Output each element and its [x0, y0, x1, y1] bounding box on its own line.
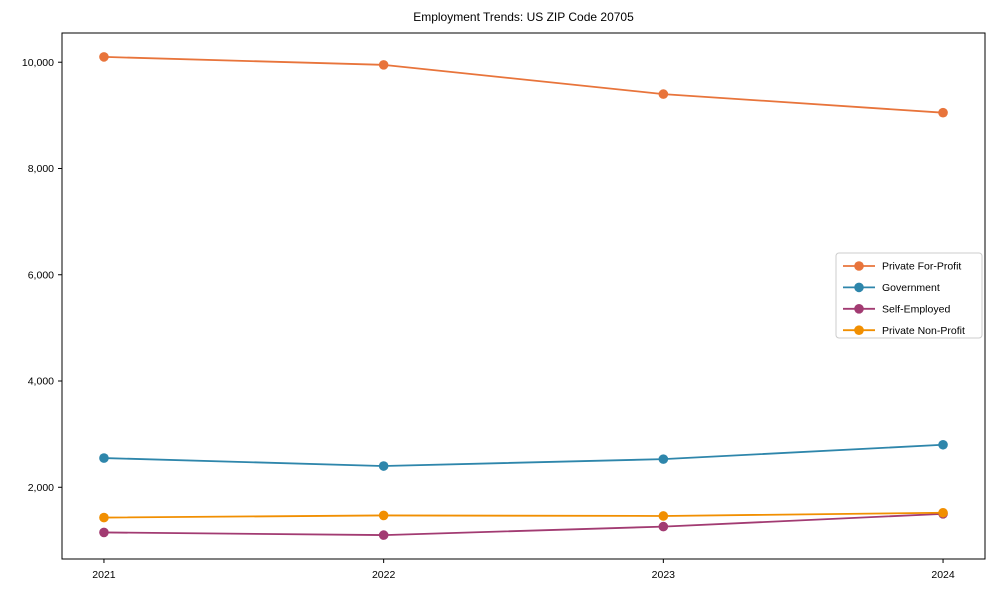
legend-marker	[854, 325, 864, 336]
data-point-self-employed	[99, 527, 109, 538]
x-tick-label: 2021	[92, 569, 116, 581]
legend-marker	[854, 282, 864, 293]
data-point-private-for-profit	[938, 107, 948, 118]
y-tick-label: 4,000	[28, 376, 54, 388]
legend-box	[835, 252, 983, 339]
legend-label: Self-Employed	[882, 304, 950, 316]
legend-label: Private For-Profit	[882, 261, 961, 273]
y-tick-label: 6,000	[28, 269, 54, 281]
series-line-private-for-profit	[103, 56, 944, 114]
data-point-self-employed	[658, 521, 669, 532]
legend-label: Private Non-Profit	[882, 325, 965, 337]
x-tick-label: 2024	[931, 569, 955, 581]
legend-marker	[854, 304, 864, 314]
data-point-private-for-profit	[99, 52, 109, 62]
data-point-self-employed	[378, 530, 389, 540]
y-tick-label: 8,000	[28, 163, 54, 175]
series-line-private-non-profit	[103, 511, 944, 519]
x-tick-label: 2022	[372, 569, 396, 581]
x-tick-label: 2023	[652, 569, 676, 581]
data-point-private-for-profit	[658, 89, 669, 99]
data-point-private-non-profit	[99, 512, 109, 523]
legend-marker	[854, 261, 864, 271]
data-point-government	[99, 453, 109, 463]
data-point-government	[658, 454, 669, 464]
series-line-self-employed	[103, 512, 944, 536]
legend-label: Government	[882, 282, 940, 294]
data-point-private-non-profit	[378, 510, 389, 521]
y-tick-label: 10,000	[22, 57, 54, 69]
data-point-government	[378, 461, 389, 471]
series-line-government	[103, 443, 944, 467]
data-point-private-non-profit	[658, 511, 669, 521]
data-point-private-for-profit	[378, 60, 389, 70]
y-tick-label: 2,000	[28, 482, 54, 494]
data-point-government	[938, 439, 948, 450]
chart-title: Employment Trends: US ZIP Code 20705	[413, 10, 634, 24]
data-point-private-non-profit	[938, 507, 948, 518]
axes-box	[61, 32, 986, 560]
